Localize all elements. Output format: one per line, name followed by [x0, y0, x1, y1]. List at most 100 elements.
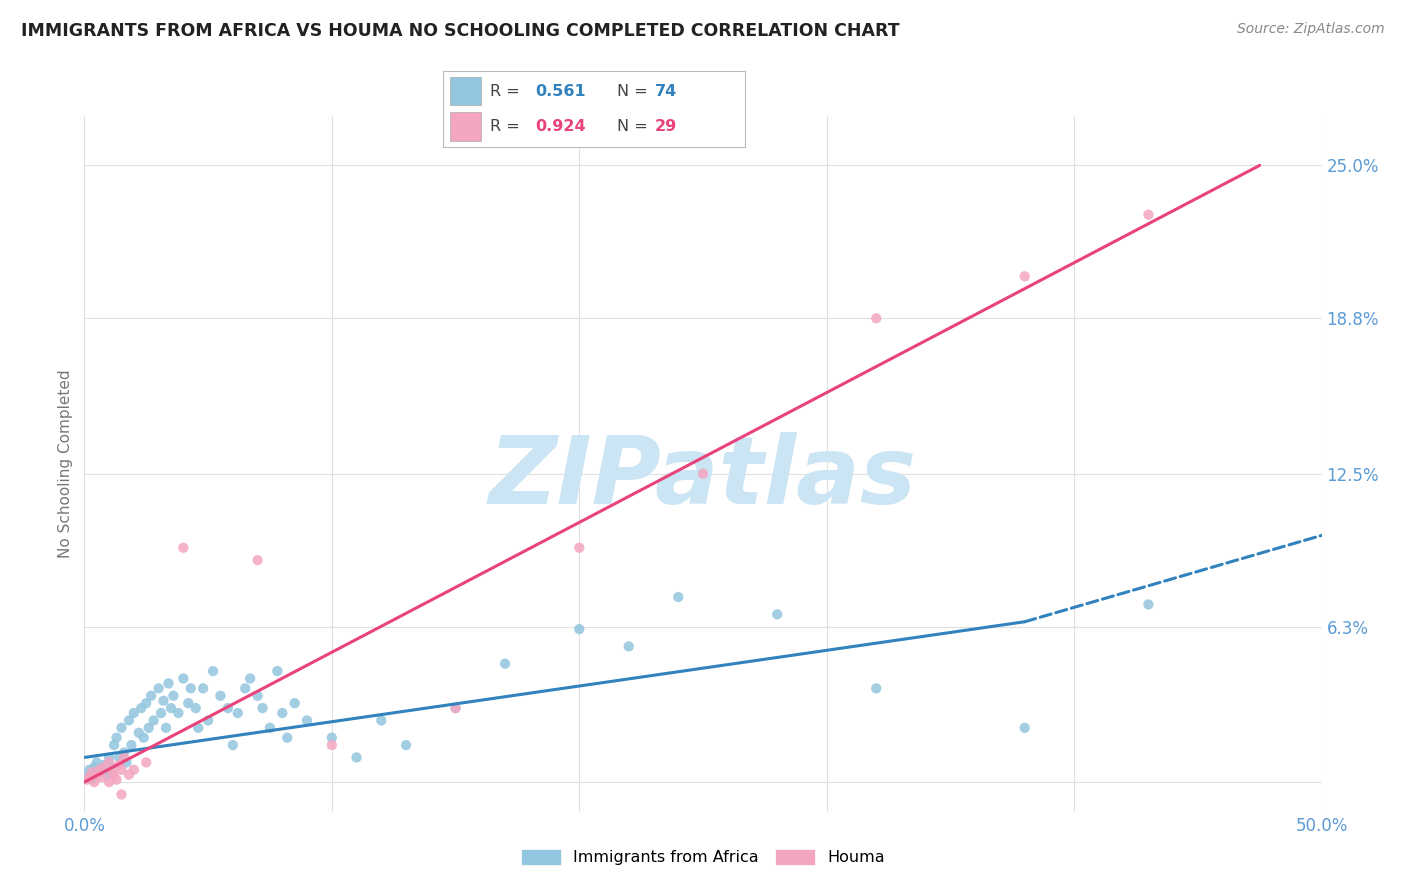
Point	[103, 738, 125, 752]
Point	[83, 760, 105, 774]
Point	[110, 788, 132, 802]
Point	[167, 706, 190, 720]
Point	[122, 706, 145, 720]
Point	[1137, 208, 1160, 222]
Point	[80, 765, 103, 780]
Point	[132, 731, 155, 745]
Point	[80, 765, 103, 780]
Point	[86, 768, 108, 782]
Point	[568, 622, 591, 636]
Point	[96, 768, 118, 782]
Point	[692, 467, 714, 481]
Point	[271, 706, 294, 720]
Point	[150, 706, 173, 720]
Point	[93, 757, 115, 772]
Point	[370, 714, 392, 728]
Point	[284, 696, 307, 710]
Point	[105, 772, 128, 787]
Point	[122, 763, 145, 777]
Point	[321, 731, 343, 745]
Point	[86, 768, 108, 782]
Point	[112, 750, 135, 764]
Point	[184, 701, 207, 715]
Point	[138, 721, 160, 735]
Point	[100, 760, 122, 774]
Point	[1137, 598, 1160, 612]
Text: N =: N =	[617, 120, 652, 134]
Point	[259, 721, 281, 735]
Point	[266, 664, 288, 678]
Point	[128, 725, 150, 739]
Point	[118, 714, 141, 728]
Point	[79, 770, 101, 784]
Text: 29: 29	[655, 120, 676, 134]
Point	[395, 738, 418, 752]
Point	[93, 760, 115, 774]
Point	[346, 750, 368, 764]
Point	[160, 701, 183, 715]
Point	[103, 768, 125, 782]
Text: R =: R =	[489, 120, 524, 134]
Point	[112, 746, 135, 760]
Point	[129, 701, 152, 715]
Point	[209, 689, 232, 703]
Point	[239, 672, 262, 686]
Point	[110, 763, 132, 777]
Point	[568, 541, 591, 555]
Point	[666, 590, 689, 604]
Point	[222, 738, 245, 752]
Point	[76, 770, 98, 784]
Point	[86, 756, 108, 770]
Point	[180, 681, 202, 696]
Point	[90, 770, 112, 784]
Point	[177, 696, 200, 710]
Point	[90, 763, 112, 777]
Point	[80, 772, 103, 787]
Point	[766, 607, 789, 622]
Point	[98, 756, 121, 770]
Point	[108, 757, 131, 772]
Y-axis label: No Schooling Completed: No Schooling Completed	[58, 369, 73, 558]
Point	[83, 775, 105, 789]
Point	[152, 694, 174, 708]
Point	[98, 750, 121, 764]
Point	[172, 541, 194, 555]
Point	[98, 775, 121, 789]
Point	[142, 714, 165, 728]
Point	[295, 714, 318, 728]
Text: 0.924: 0.924	[536, 120, 586, 134]
Point	[115, 756, 138, 770]
Point	[246, 689, 269, 703]
Bar	[450, 112, 481, 141]
Point	[444, 701, 467, 715]
Point	[79, 768, 101, 782]
Point	[120, 738, 142, 752]
Point	[321, 738, 343, 752]
Point	[155, 721, 177, 735]
Point	[172, 672, 194, 686]
Point	[617, 640, 640, 654]
Point	[217, 701, 239, 715]
Point	[202, 664, 225, 678]
Point	[444, 701, 467, 715]
Point	[157, 676, 180, 690]
Point	[865, 681, 887, 696]
Text: N =: N =	[617, 84, 652, 99]
Point	[89, 763, 111, 777]
Legend: Immigrants from Africa, Houma: Immigrants from Africa, Houma	[513, 841, 893, 873]
Point	[226, 706, 249, 720]
Point	[141, 689, 163, 703]
Text: ZIPatlas: ZIPatlas	[489, 432, 917, 524]
Point	[79, 763, 101, 777]
Point	[100, 765, 122, 780]
Point	[1014, 721, 1036, 735]
Bar	[450, 77, 481, 105]
Point	[494, 657, 516, 671]
Point	[108, 750, 131, 764]
Point	[135, 756, 157, 770]
Point	[83, 770, 105, 784]
Point	[191, 681, 214, 696]
Text: R =: R =	[489, 84, 524, 99]
Point	[110, 721, 132, 735]
Text: Source: ZipAtlas.com: Source: ZipAtlas.com	[1237, 22, 1385, 37]
